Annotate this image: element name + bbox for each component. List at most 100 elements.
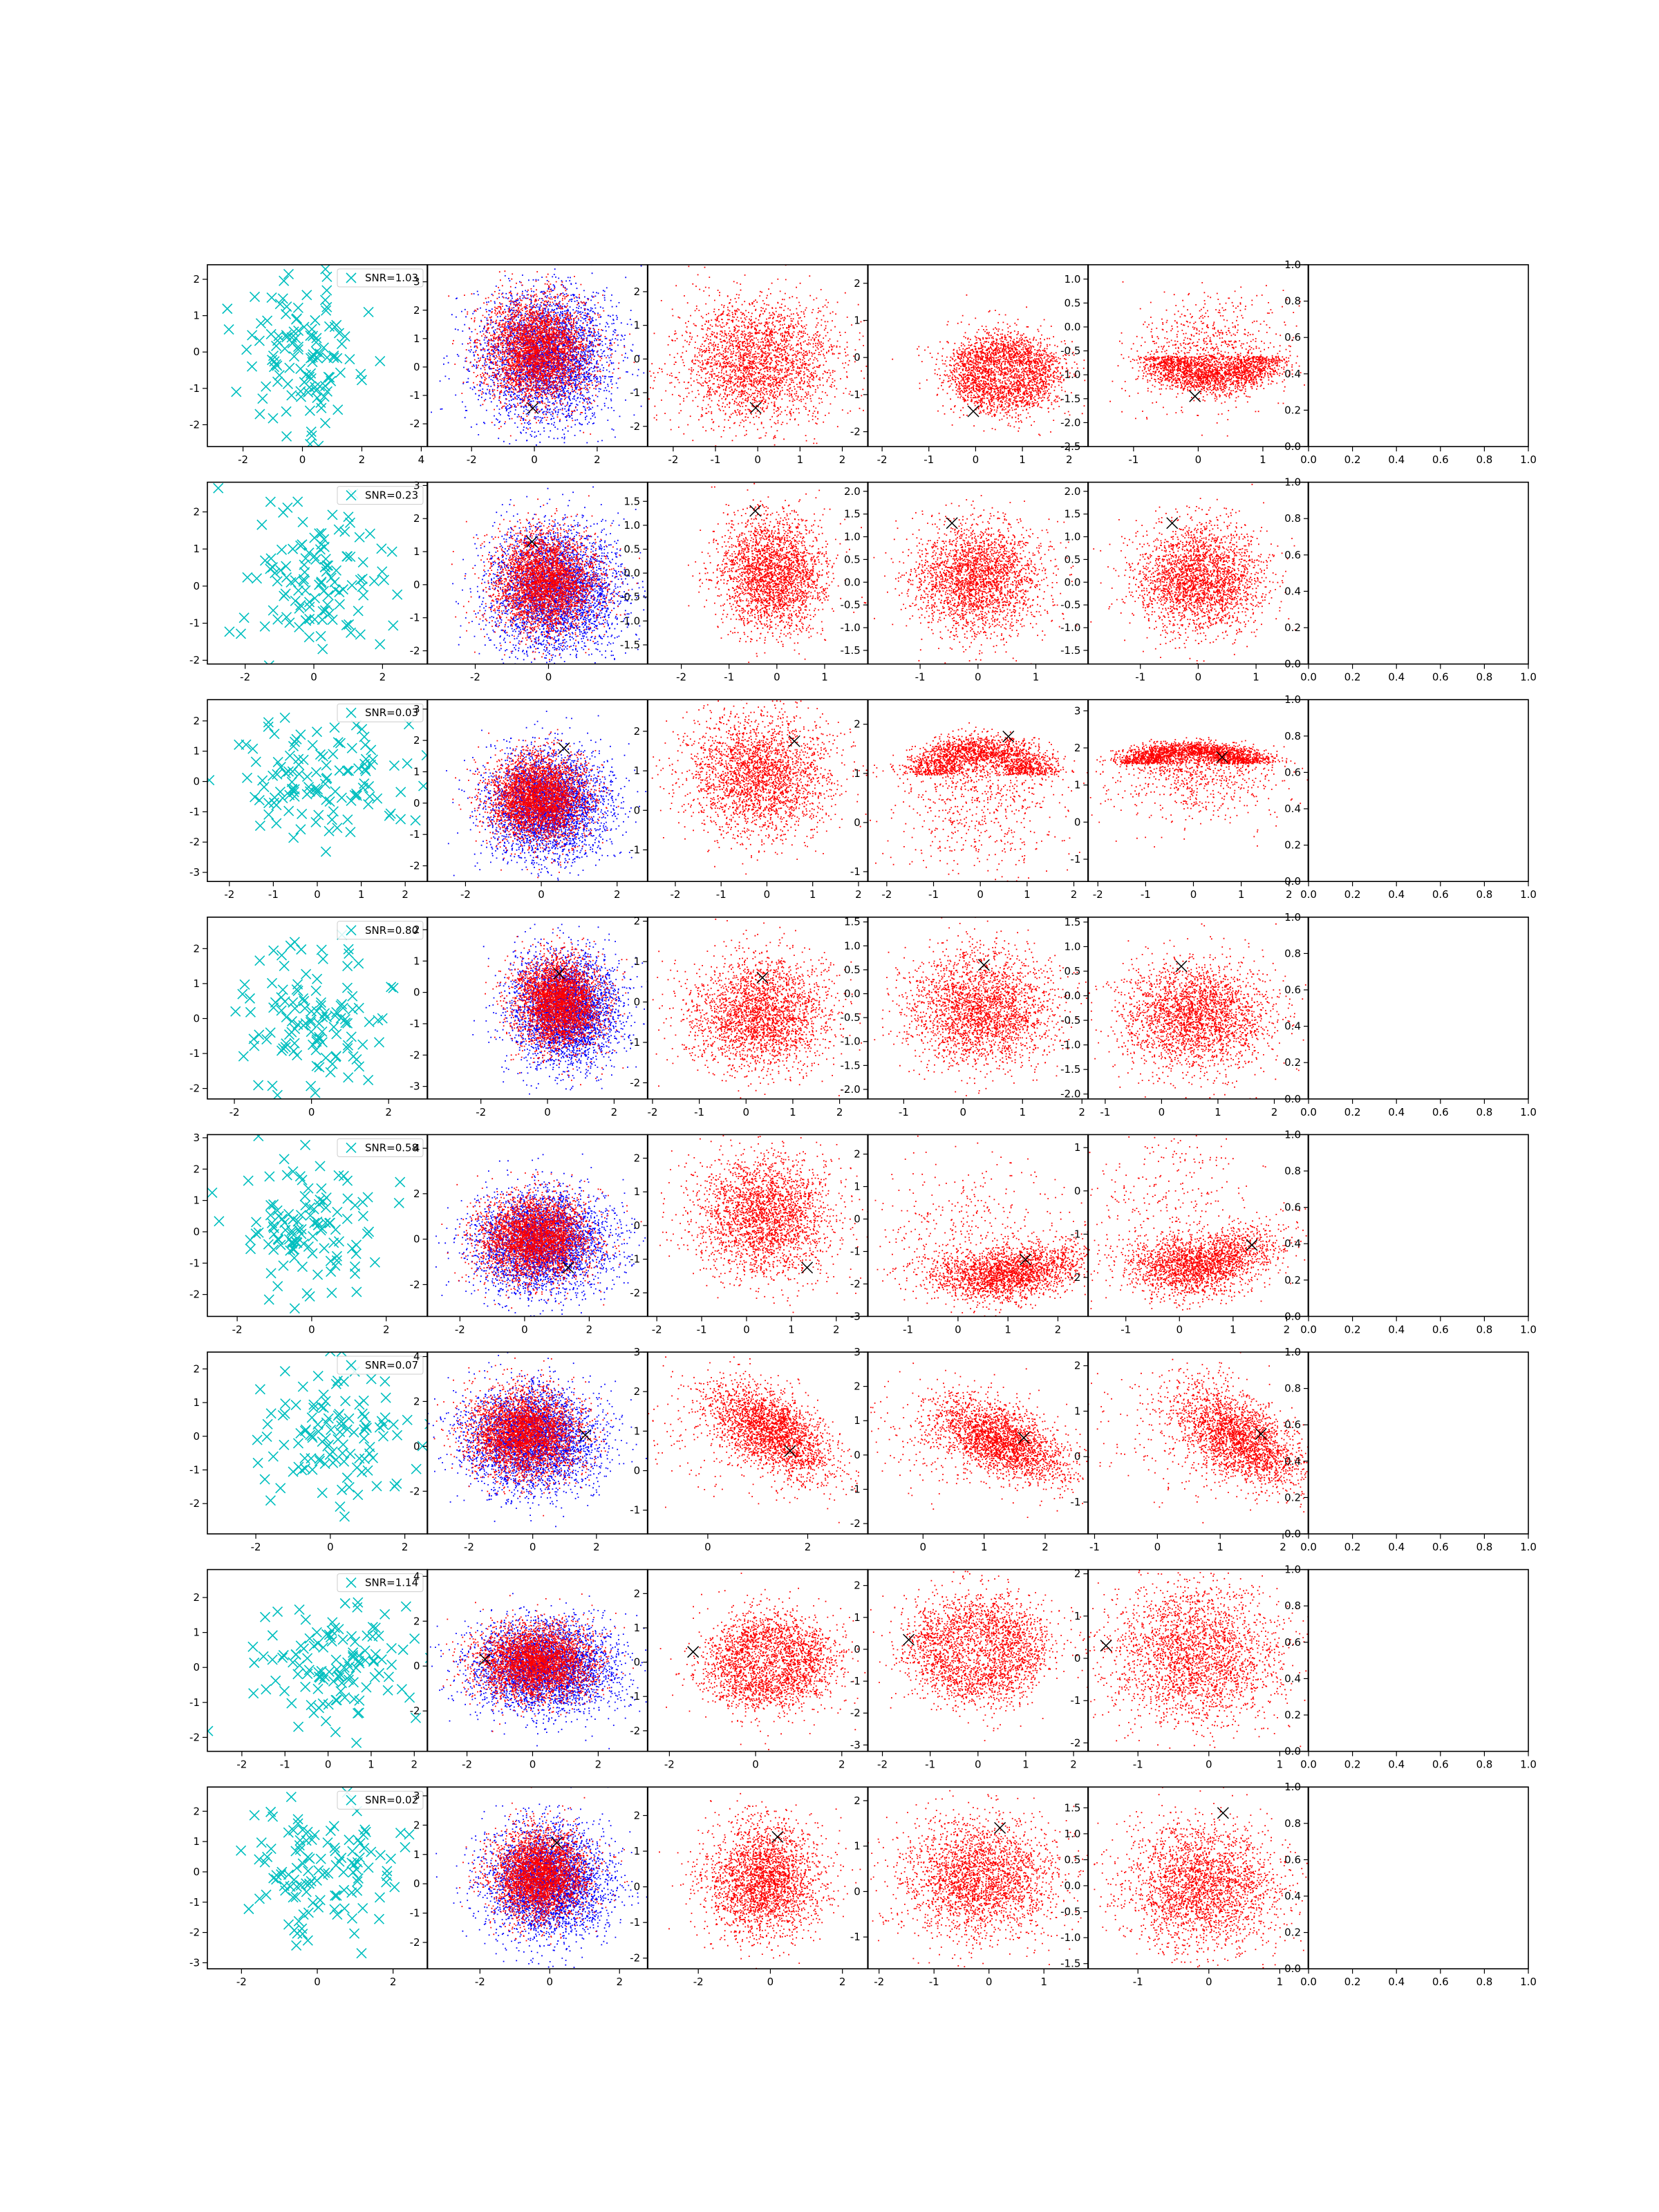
sample-marker [264,798,274,808]
y-tick-label: 0.0 [1284,658,1301,671]
x-tick-label: -2 [232,1323,243,1335]
sample-marker [306,1015,315,1025]
sample-marker [315,529,324,538]
sample-marker [317,1488,327,1498]
x-tick-label: 2 [1066,453,1073,466]
x-tick-label: 1.0 [1520,1759,1537,1771]
y-tick-label: -2 [1070,1271,1080,1284]
sample-marker [283,1335,293,1344]
y-tick-label: 1 [854,1840,861,1853]
sample-marker [342,1473,352,1483]
sample-marker [247,362,257,371]
y-tick-label: 3 [413,1790,420,1802]
y-tick-label: -1 [630,1916,640,1929]
x-tick-label: 1 [981,1541,988,1553]
sample-marker [287,391,297,400]
sample-marker [297,809,307,818]
sample-marker [355,532,364,542]
y-tick-label: 2 [634,1152,641,1164]
sample-marker [328,510,337,520]
x-tick-label: -2 [467,453,477,466]
sample-marker [339,1377,348,1387]
y-tick-label: 3 [413,479,420,491]
sample-marker [310,552,319,561]
red-point-cloud [830,1362,1137,1518]
x-tick-label: 2 [838,1759,845,1771]
sample-marker [364,307,373,317]
sample-marker [370,1257,379,1267]
sample-marker [319,392,329,402]
y-tick-label: -2 [189,418,200,431]
x-tick-label: 1.0 [1520,1976,1537,1988]
sample-marker [234,740,244,749]
y-tick-label: -1 [850,388,861,401]
sample-marker [401,1602,411,1611]
subplot-r3-c4: -1 0 1 2-2.0-1.5-1.0-0.50.00.51.01.5 [1060,916,1324,1118]
sample-marker [315,1895,325,1905]
sample-marker [290,1304,299,1313]
x-tick-label: 0.0 [1300,671,1317,684]
sample-marker [263,722,273,731]
x-tick-label: 0 [767,1976,774,1988]
y-tick-label: 2 [193,942,200,955]
x-tick-label: 2 [1055,1323,1062,1335]
sample-marker [335,368,345,377]
subplot-r7-c5: 0.0 0.2 0.4 0.6 0.8 1.00.00.20.40.60.81.0 [1284,1781,1537,1988]
sample-marker [297,1175,307,1185]
x-tick-label: -1 [925,1759,935,1771]
y-tick-label: 0.8 [1284,1600,1301,1612]
sample-marker [274,371,284,380]
sample-marker [263,1419,272,1429]
x-tick-label: -2 [670,888,680,901]
axes-frame [1088,1134,1308,1316]
y-tick-label: 1 [634,319,641,332]
plot-area [653,919,916,1112]
y-tick-label: 0 [634,996,641,1009]
axes-frame [428,1134,648,1316]
sample-marker [297,1465,307,1475]
sample-marker [306,1203,315,1212]
y-tick-label: 3 [413,703,420,715]
sample-marker [332,1007,341,1017]
sample-marker [359,732,369,742]
x-tick-label: 0 [308,1106,315,1118]
sample-marker [329,351,339,361]
x-tick-label: -1 [1133,1759,1143,1771]
sample-marker [214,483,223,493]
y-tick-label: -2 [1070,1736,1080,1749]
red-point-cloud [637,671,876,874]
truth-marker [1176,961,1187,972]
y-tick-label: 1 [413,1848,420,1861]
x-tick-label: 0 [310,671,317,684]
x-tick-label: -2 [647,1106,657,1118]
sample-marker [279,276,289,285]
x-tick-label: 0.2 [1344,453,1361,466]
sample-marker [297,1262,307,1272]
x-tick-label: 2 [839,1976,846,1988]
y-tick-label: -2 [189,1731,200,1743]
x-tick-label: 0.6 [1432,1759,1449,1771]
sample-marker [296,825,306,834]
sample-marker [350,1637,360,1647]
x-tick-label: 1 [788,1323,795,1335]
x-tick-label: 1 [789,1106,796,1118]
y-tick-label: -2.0 [1060,1088,1080,1100]
sample-marker [281,406,291,416]
sample-marker [296,601,306,610]
x-tick-label: 2 [383,1323,390,1335]
sample-marker [291,1400,301,1410]
x-tick-label: -2 [460,888,471,901]
sample-marker [327,1288,337,1297]
axes-frame [1309,700,1528,881]
y-tick-label: 0.4 [1284,1237,1301,1250]
x-tick-label: -1 [724,671,734,684]
subplot-r0-c5: 0.0 0.2 0.4 0.6 0.8 1.00.00.20.40.60.81.0 [1284,259,1537,466]
x-tick-label: 0 [704,1541,711,1553]
sample-marker [293,1438,303,1448]
sample-marker [272,361,282,371]
sample-marker [319,1642,328,1652]
sample-marker [308,357,317,367]
sample-marker [293,497,303,507]
